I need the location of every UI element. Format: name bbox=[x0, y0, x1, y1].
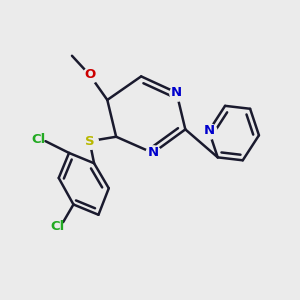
Text: Cl: Cl bbox=[31, 133, 45, 146]
Text: S: S bbox=[85, 135, 94, 148]
Text: N: N bbox=[171, 86, 182, 99]
Text: N: N bbox=[147, 146, 158, 159]
Text: O: O bbox=[84, 68, 95, 81]
Text: Cl: Cl bbox=[50, 220, 64, 233]
Text: N: N bbox=[203, 124, 214, 137]
